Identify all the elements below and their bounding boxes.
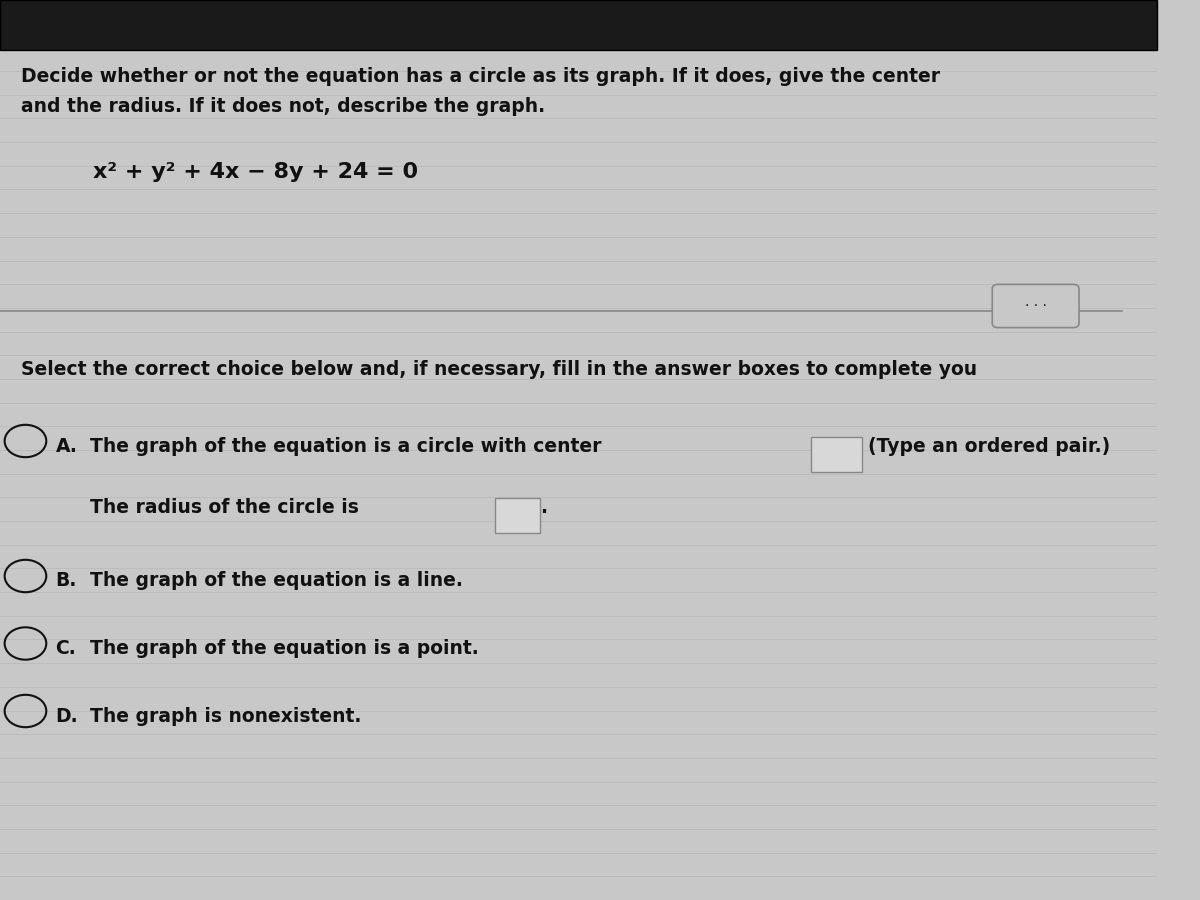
- Text: B.: B.: [55, 572, 77, 590]
- FancyBboxPatch shape: [496, 498, 540, 533]
- Text: .: .: [540, 498, 547, 517]
- Text: D.: D.: [55, 706, 78, 725]
- Text: The graph of the equation is a point.: The graph of the equation is a point.: [90, 639, 479, 658]
- Text: The graph of the equation is a line.: The graph of the equation is a line.: [90, 572, 463, 590]
- FancyBboxPatch shape: [0, 0, 1157, 50]
- Text: C.: C.: [55, 639, 77, 658]
- FancyBboxPatch shape: [992, 284, 1079, 328]
- Text: and the radius. If it does not, describe the graph.: and the radius. If it does not, describe…: [20, 97, 545, 116]
- Text: Select the correct choice below and, if necessary, fill in the answer boxes to c: Select the correct choice below and, if …: [20, 360, 977, 379]
- Text: (Type an ordered pair.): (Type an ordered pair.): [868, 436, 1110, 455]
- FancyBboxPatch shape: [811, 436, 862, 472]
- Text: The radius of the circle is: The radius of the circle is: [90, 498, 359, 517]
- Text: x² + y² + 4x − 8y + 24 = 0: x² + y² + 4x − 8y + 24 = 0: [92, 162, 418, 182]
- Text: The graph is nonexistent.: The graph is nonexistent.: [90, 706, 361, 725]
- Text: A.: A.: [55, 436, 78, 455]
- Text: The graph of the equation is a circle with center: The graph of the equation is a circle wi…: [90, 436, 601, 455]
- Text: · · ·: · · ·: [1025, 299, 1046, 313]
- Text: Decide whether or not the equation has a circle as its graph. If it does, give t: Decide whether or not the equation has a…: [20, 68, 940, 86]
